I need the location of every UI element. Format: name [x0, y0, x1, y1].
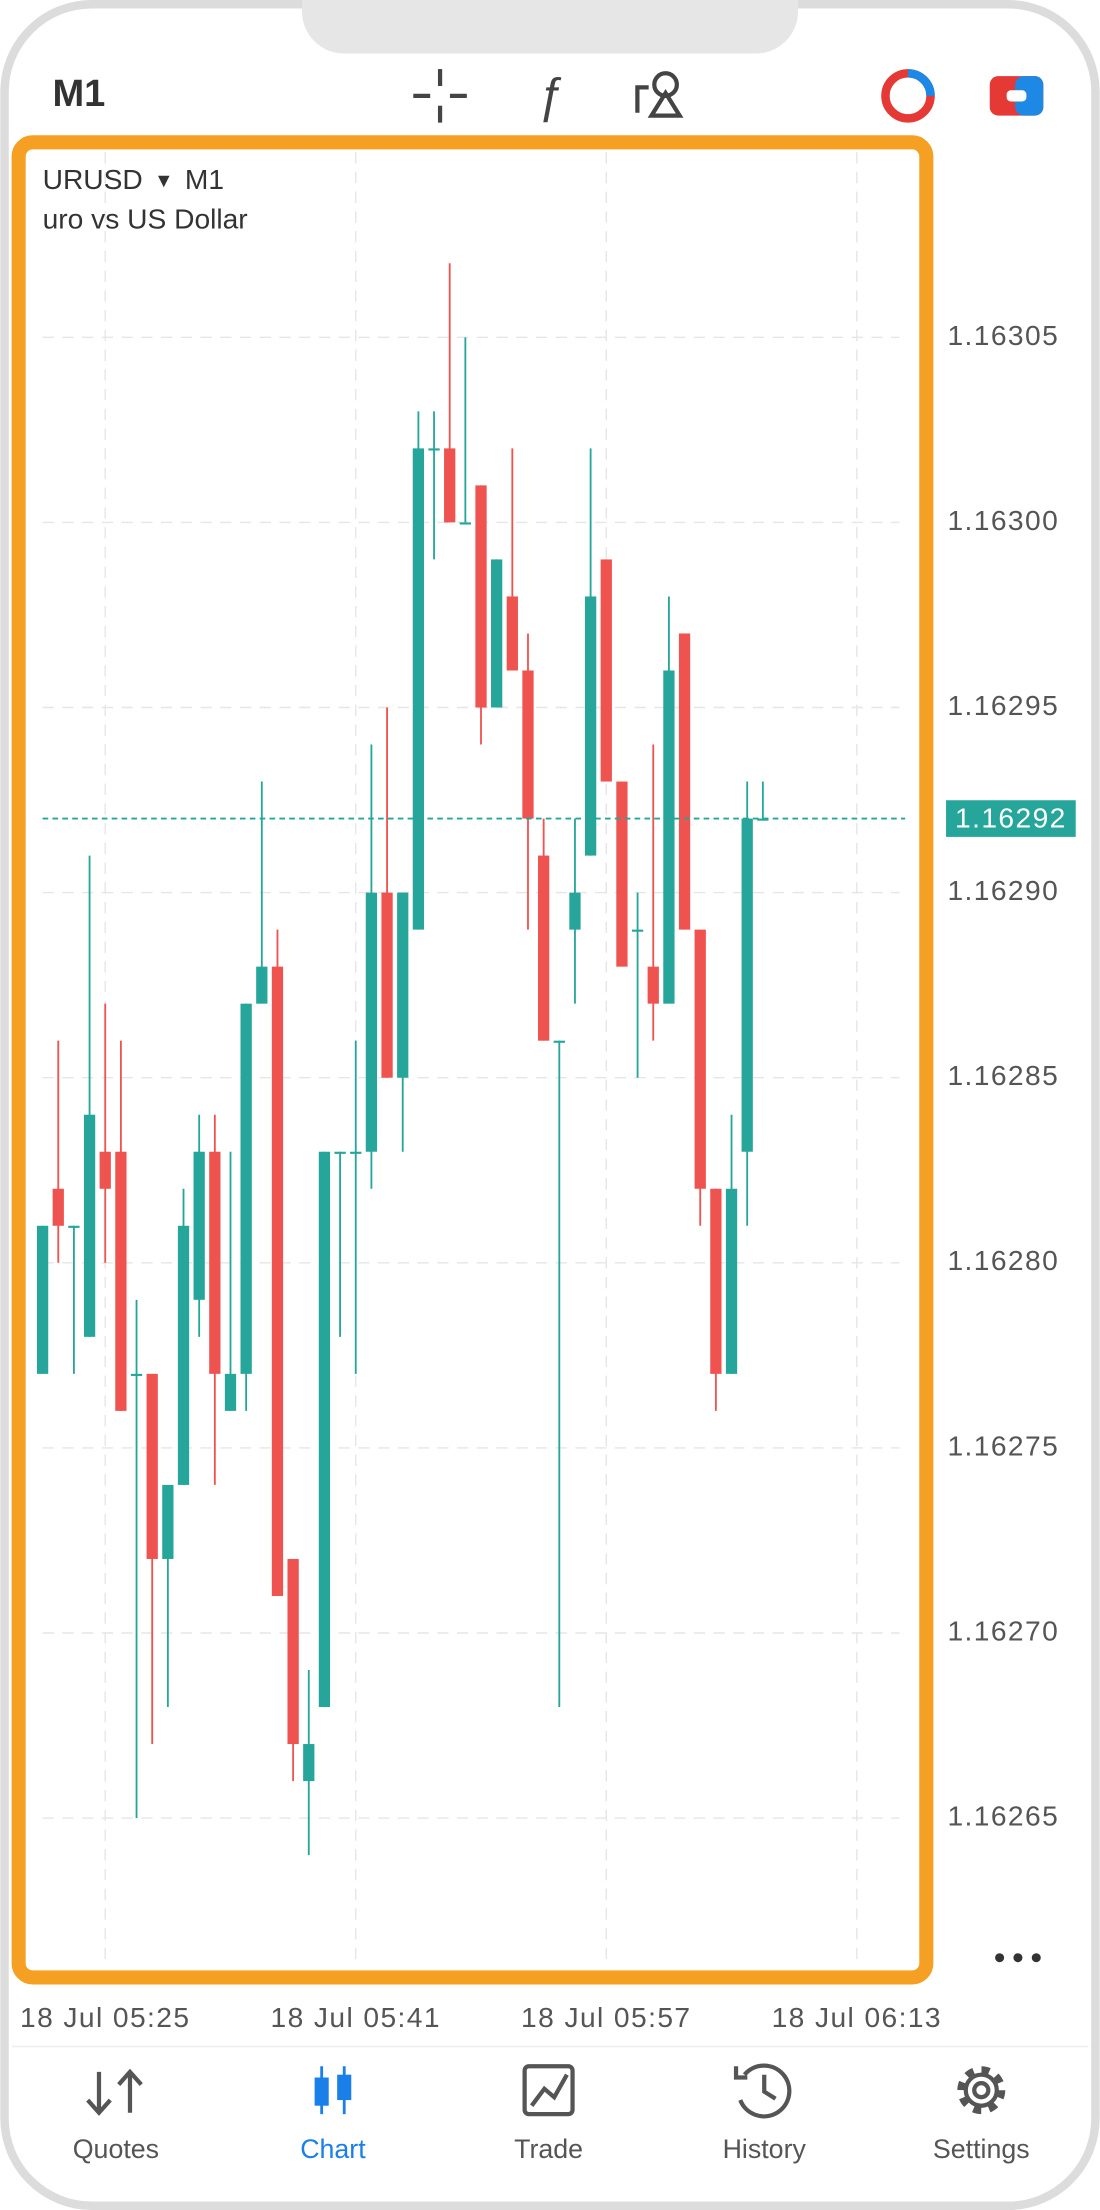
highlight-frame — [11, 135, 934, 1985]
symbol-timeframe: M1 — [185, 163, 224, 195]
y-tick-label: 1.16280 — [947, 1244, 1059, 1276]
symbol-label[interactable]: URUSD ▼ M1 — [43, 163, 224, 195]
candle-body — [287, 1558, 299, 1745]
candle-body — [256, 966, 268, 1004]
candle-body — [36, 1225, 49, 1374]
candle-body — [318, 1151, 331, 1708]
candle-body — [271, 966, 284, 1596]
timeframe-button[interactable]: M1 — [52, 73, 105, 115]
x-tick-label: 18 Jul 05:25 — [20, 2001, 190, 2033]
account-icon[interactable] — [881, 69, 935, 123]
candle-body — [757, 818, 769, 821]
candle-body — [412, 448, 425, 930]
candle-body — [130, 1373, 143, 1376]
candle-body — [334, 1151, 346, 1154]
candle-body — [68, 1225, 80, 1228]
candle-body — [491, 559, 503, 708]
trade-icon[interactable] — [989, 76, 1044, 116]
x-tick-label: 18 Jul 05:41 — [271, 2001, 441, 2033]
y-tick-label: 1.16285 — [947, 1059, 1059, 1091]
candle-body — [381, 892, 393, 1078]
y-tick-label: 1.16265 — [947, 1800, 1059, 1832]
candle-body — [52, 1188, 64, 1226]
nav-label[interactable]: History — [723, 2134, 807, 2164]
candle-body — [569, 892, 581, 930]
symbol-description: uro vs US Dollar — [43, 203, 248, 235]
candle-body — [647, 966, 659, 1004]
candle-body — [584, 596, 597, 856]
candle-body — [444, 448, 456, 523]
candle-body — [115, 1151, 127, 1411]
candle-body — [741, 818, 753, 1152]
candle-body — [475, 485, 487, 708]
candle-body — [631, 929, 644, 932]
crosshair-icon[interactable] — [413, 69, 467, 123]
candle-body — [725, 1188, 738, 1374]
candle-body — [83, 1114, 96, 1337]
nav-label[interactable]: Trade — [514, 2134, 583, 2164]
candle-body — [146, 1373, 158, 1559]
candle-body — [350, 1151, 362, 1154]
candle-body — [303, 1744, 315, 1782]
candle-body — [553, 1040, 565, 1043]
candle-body — [224, 1373, 237, 1411]
objects-icon[interactable] — [635, 71, 684, 118]
y-tick-label: 1.16295 — [947, 689, 1059, 721]
candle-body — [600, 559, 612, 782]
chart-icon[interactable] — [314, 2066, 352, 2115]
candle-body — [428, 448, 440, 451]
candle-body — [506, 596, 518, 671]
history-icon[interactable] — [733, 2063, 792, 2119]
bottom-nav: Quotes Chart Trade History Settings — [73, 2134, 1030, 2164]
quotes-icon[interactable] — [86, 2068, 143, 2116]
nav-label[interactable]: Settings — [933, 2134, 1030, 2164]
y-tick-label: 1.16270 — [947, 1614, 1059, 1646]
candle-body — [522, 670, 534, 819]
candle-body — [193, 1151, 205, 1300]
y-tick-label: 1.16275 — [947, 1429, 1059, 1461]
settings-icon[interactable] — [957, 2066, 1006, 2115]
symbol: URUSD — [43, 163, 143, 195]
y-tick-label: 1.16305 — [947, 319, 1059, 351]
candle-body — [616, 781, 628, 967]
candle-body — [365, 892, 378, 1152]
notch — [301, 0, 799, 54]
candle-body — [538, 855, 550, 1041]
x-tick-label: 18 Jul 06:13 — [772, 2001, 942, 2033]
candle-body — [694, 929, 706, 1189]
indicators-icon[interactable]: ƒ — [537, 69, 564, 122]
trade-nav-icon[interactable] — [522, 2064, 575, 2117]
x-tick-label: 18 Jul 05:57 — [521, 2001, 691, 2033]
candle-body — [678, 633, 691, 930]
nav-label[interactable]: Chart — [300, 2134, 366, 2164]
candle-body — [162, 1484, 174, 1559]
candle-body — [459, 522, 471, 525]
candle-body — [209, 1151, 221, 1374]
plot — [36, 152, 906, 1960]
nav-label[interactable]: Quotes — [73, 2134, 159, 2164]
candle-body — [710, 1188, 722, 1374]
y-tick-label: 1.16290 — [947, 874, 1059, 906]
candle-body — [663, 670, 675, 1004]
current-price-box — [946, 800, 1076, 837]
candle-body — [99, 1151, 111, 1189]
candle-body — [177, 1225, 190, 1485]
y-tick-label: 1.16300 — [947, 504, 1059, 536]
more-menu[interactable] — [995, 1953, 1041, 1963]
current-price-label: 1.16292 — [955, 801, 1067, 833]
dropdown-arrow: ▼ — [154, 170, 174, 192]
candle-body — [397, 892, 409, 1078]
candle-body — [240, 1003, 252, 1374]
